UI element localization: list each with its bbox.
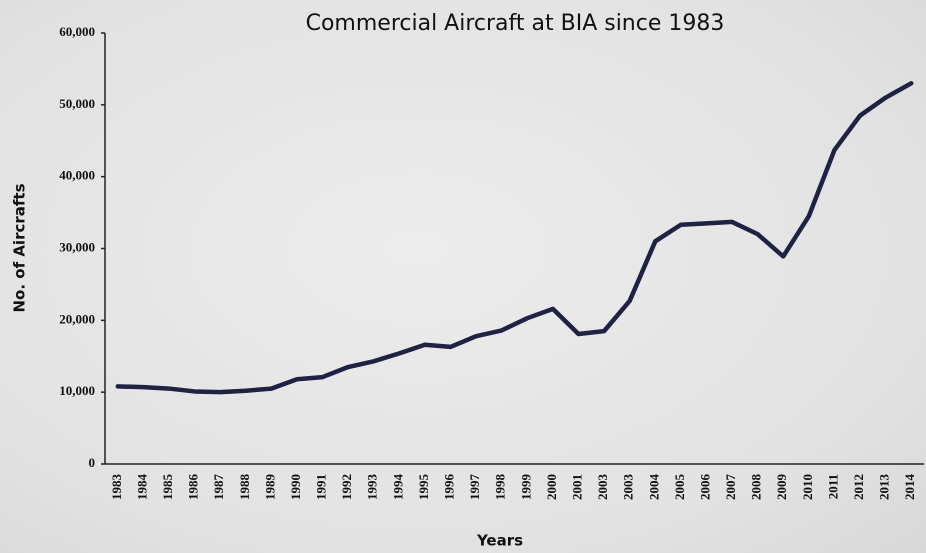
x-tick-label: 1999 xyxy=(518,474,533,501)
x-tick-label: 2005 xyxy=(672,474,687,501)
data-line xyxy=(115,81,914,395)
x-tick-label: 2008 xyxy=(749,474,764,501)
x-tick-label: 2012 xyxy=(851,474,866,500)
y-tick-label: 30,000 xyxy=(59,239,95,254)
y-tick-label: 20,000 xyxy=(59,311,95,326)
chart-title: Commercial Aircraft at BIA since 1983 xyxy=(306,11,725,36)
x-tick-label: 2007 xyxy=(723,474,738,501)
x-tick-label: 1988 xyxy=(237,474,252,501)
y-tick-label: 0 xyxy=(89,455,96,470)
x-tick-label: 2003 xyxy=(595,474,610,501)
y-axis-label: No. of Aircrafts xyxy=(11,183,29,312)
y-tick-label: 50,000 xyxy=(59,96,95,111)
x-tick-label: 1986 xyxy=(186,474,201,501)
x-tick-label: 1996 xyxy=(442,474,457,501)
x-tick-label: 1997 xyxy=(467,474,482,501)
x-tick-label: 1994 xyxy=(390,474,405,501)
x-tick-label: 1990 xyxy=(288,474,303,500)
x-tick-label: 2003 xyxy=(621,474,636,501)
x-tick-label: 2009 xyxy=(774,474,789,501)
x-tick-label: 1993 xyxy=(365,474,380,501)
x-tick-label: 1984 xyxy=(134,474,149,501)
x-tick-label: 1985 xyxy=(160,474,175,501)
y-tick-label: 60,000 xyxy=(59,24,95,39)
x-tick-label: 1992 xyxy=(339,474,354,500)
x-tick-label: 1983 xyxy=(109,474,124,501)
x-tick-label: 1987 xyxy=(211,474,226,501)
x-tick-label: 1998 xyxy=(493,474,508,501)
x-tick-label: 2011 xyxy=(825,474,840,499)
x-tick-label: 2014 xyxy=(902,474,917,501)
x-tick-label: 1989 xyxy=(262,474,277,501)
x-tick-label: 2001 xyxy=(569,474,584,500)
x-tick-label: 2010 xyxy=(800,474,815,500)
x-tick-label: 1991 xyxy=(314,474,329,500)
x-tick-label: 2006 xyxy=(697,474,712,501)
x-axis-label: Years xyxy=(476,532,523,550)
x-tick-label: 1995 xyxy=(416,474,431,501)
y-tick-label: 10,000 xyxy=(59,383,95,398)
x-tick-label: 2004 xyxy=(646,474,661,501)
x-tick-label: 2013 xyxy=(877,474,892,501)
x-tick-label: 2000 xyxy=(544,474,559,500)
y-tick-label: 40,000 xyxy=(59,168,95,183)
